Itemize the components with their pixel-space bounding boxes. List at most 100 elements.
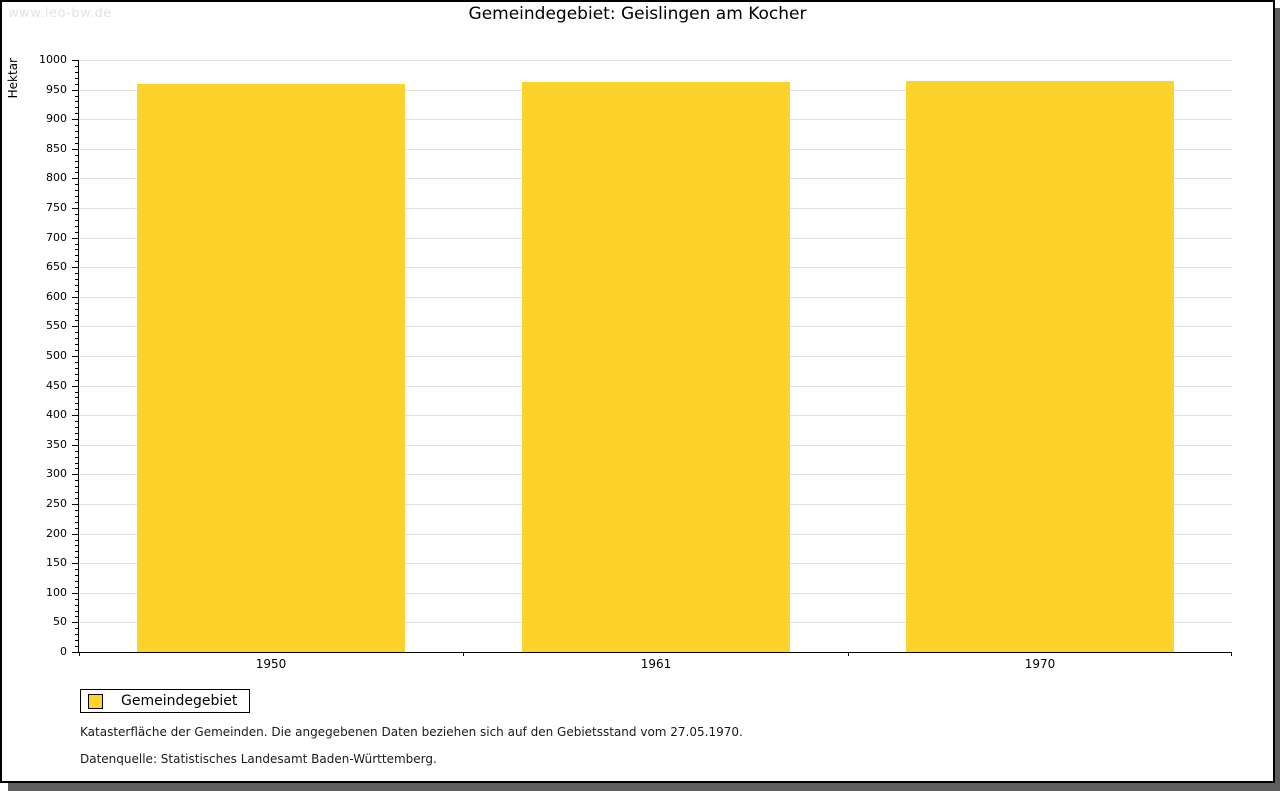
y-tick-label-100: 100 — [46, 586, 67, 599]
x-tick-label-1961: 1961 — [640, 657, 672, 671]
y-minor-tick-770 — [75, 196, 79, 197]
y-major-tick-750 — [72, 208, 79, 209]
y-tick-label-500: 500 — [46, 349, 67, 362]
y-minor-tick-260 — [75, 498, 79, 499]
y-minor-tick-960 — [75, 84, 79, 85]
y-minor-tick-780 — [75, 190, 79, 191]
y-minor-tick-910 — [75, 113, 79, 114]
watermark-leo-bw: www.leo-bw.de — [8, 6, 112, 21]
bar-1961 — [522, 82, 790, 652]
y-tick-label-600: 600 — [46, 290, 67, 303]
y-minor-tick-940 — [75, 96, 79, 97]
y-minor-tick-380 — [75, 427, 79, 428]
y-minor-tick-930 — [75, 101, 79, 102]
y-major-tick-900 — [72, 119, 79, 120]
y-minor-tick-690 — [75, 244, 79, 245]
y-tick-label-900: 900 — [46, 112, 67, 125]
y-minor-tick-220 — [75, 522, 79, 523]
x-boundary-tick-1 — [463, 652, 464, 656]
y-minor-tick-430 — [75, 397, 79, 398]
y-minor-tick-110 — [75, 587, 79, 588]
y-tick-label-150: 150 — [46, 556, 67, 569]
y-minor-tick-480 — [75, 368, 79, 369]
y-minor-tick-590 — [75, 303, 79, 304]
y-minor-tick-820 — [75, 167, 79, 168]
y-tick-label-300: 300 — [46, 467, 67, 480]
y-tick-label-400: 400 — [46, 408, 67, 421]
y-minor-tick-240 — [75, 510, 79, 511]
y-minor-tick-60 — [75, 616, 79, 617]
y-minor-tick-620 — [75, 285, 79, 286]
y-minor-tick-580 — [75, 309, 79, 310]
y-minor-tick-720 — [75, 226, 79, 227]
y-minor-tick-520 — [75, 344, 79, 345]
bar-1970 — [906, 81, 1174, 652]
y-minor-tick-880 — [75, 131, 79, 132]
y-minor-tick-710 — [75, 232, 79, 233]
y-major-tick-0 — [72, 652, 79, 653]
y-minor-tick-870 — [75, 137, 79, 138]
y-minor-tick-810 — [75, 172, 79, 173]
y-major-tick-450 — [72, 386, 79, 387]
y-major-tick-500 — [72, 356, 79, 357]
y-minor-tick-970 — [75, 78, 79, 79]
y-major-tick-100 — [72, 593, 79, 594]
y-minor-tick-70 — [75, 611, 79, 612]
y-tick-label-1000: 1000 — [39, 53, 67, 66]
bar-1950 — [137, 84, 405, 652]
y-minor-tick-860 — [75, 143, 79, 144]
y-minor-tick-490 — [75, 362, 79, 363]
y-minor-tick-640 — [75, 273, 79, 274]
legend-swatch-gemeindegebiet — [88, 693, 103, 709]
y-tick-label-850: 850 — [46, 142, 67, 155]
y-minor-tick-330 — [75, 457, 79, 458]
y-minor-tick-140 — [75, 569, 79, 570]
x-boundary-tick-0 — [79, 652, 80, 656]
y-minor-tick-80 — [75, 605, 79, 606]
y-minor-tick-830 — [75, 161, 79, 162]
y-minor-tick-90 — [75, 599, 79, 600]
legend-box: Gemeindegebiet — [80, 689, 251, 713]
y-minor-tick-160 — [75, 557, 79, 558]
y-major-tick-800 — [72, 178, 79, 179]
y-minor-tick-790 — [75, 184, 79, 185]
y-minor-tick-670 — [75, 255, 79, 256]
y-major-tick-350 — [72, 445, 79, 446]
y-minor-tick-610 — [75, 291, 79, 292]
y-minor-tick-560 — [75, 320, 79, 321]
y-minor-tick-980 — [75, 72, 79, 73]
y-minor-tick-40 — [75, 628, 79, 629]
y-tick-label-650: 650 — [46, 260, 67, 273]
y-minor-tick-740 — [75, 214, 79, 215]
y-tick-label-700: 700 — [46, 231, 67, 244]
y-minor-tick-310 — [75, 468, 79, 469]
y-tick-label-0: 0 — [60, 645, 67, 658]
y-minor-tick-340 — [75, 451, 79, 452]
y-major-tick-950 — [72, 90, 79, 91]
y-major-tick-200 — [72, 534, 79, 535]
y-tick-label-950: 950 — [46, 83, 67, 96]
y-tick-label-250: 250 — [46, 497, 67, 510]
y-minor-tick-510 — [75, 350, 79, 351]
y-minor-tick-10 — [75, 646, 79, 647]
y-minor-tick-570 — [75, 315, 79, 316]
y-tick-label-750: 750 — [46, 201, 67, 214]
y-tick-label-350: 350 — [46, 438, 67, 451]
y-minor-tick-180 — [75, 545, 79, 546]
y-minor-tick-470 — [75, 374, 79, 375]
y-minor-tick-540 — [75, 332, 79, 333]
y-major-tick-150 — [72, 563, 79, 564]
y-major-tick-1000 — [72, 60, 79, 61]
plot-area: 0 50 100 150 200 250 300 350 400 450 500 550 600 650 7… — [39, 54, 1232, 671]
y-minor-tick-920 — [75, 107, 79, 108]
y-major-tick-550 — [72, 326, 79, 327]
y-major-tick-700 — [72, 238, 79, 239]
y-tick-label-450: 450 — [46, 379, 67, 392]
y-minor-tick-460 — [75, 380, 79, 381]
y-minor-tick-170 — [75, 551, 79, 552]
y-minor-tick-190 — [75, 540, 79, 541]
y-major-tick-650 — [72, 267, 79, 268]
y-minor-tick-680 — [75, 249, 79, 250]
y-minor-tick-840 — [75, 155, 79, 156]
